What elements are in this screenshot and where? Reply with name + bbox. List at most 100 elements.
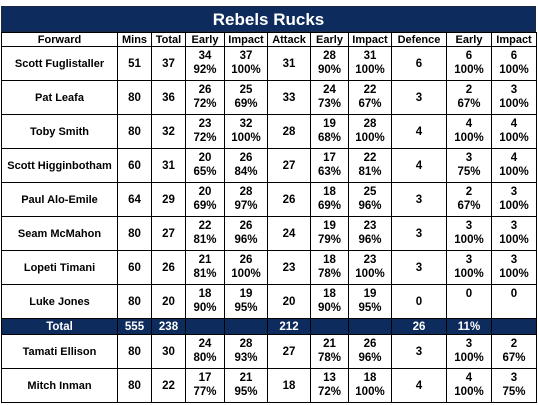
defence-early-cell-count: 6 — [465, 50, 473, 62]
total-defence: 26 — [391, 318, 447, 335]
early-cell-count: 26 — [198, 84, 212, 96]
defence-impact-cell: 3 100% — [491, 182, 537, 217]
attack-early-cell-count: 21 — [323, 338, 336, 350]
early-cell: 21 81% — [185, 250, 225, 285]
player-name: Scott Fuglistaller — [1, 46, 118, 81]
table-row: Tamati Ellison 80 30 24 80% 28 93% 27 21 78% 26 96%… — [1, 334, 537, 369]
attack-impact-cell-percent: 81% — [358, 166, 382, 178]
mins-cell: 51 — [117, 46, 152, 81]
attack-early-cell-count: 18 — [323, 288, 336, 300]
attack-impact-cell-count: 22 — [363, 84, 377, 96]
defence-early-cell-percent: 67% — [457, 98, 481, 110]
attack-early-cell: 13 72% — [310, 368, 349, 403]
defence-impact-cell-count: 0 — [510, 288, 518, 300]
impact-cell-percent: 100% — [231, 64, 261, 76]
total-cell: 36 — [151, 80, 186, 115]
defence-cell: 3 — [391, 216, 447, 251]
defence-impact-cell-count: 4 — [510, 118, 518, 130]
defence-early-cell-percent: 100% — [454, 268, 484, 280]
early-cell-percent: 80% — [193, 352, 217, 364]
attack-impact-cell: 22 81% — [348, 148, 392, 183]
impact-cell-count: 19 — [239, 288, 253, 300]
player-name: Toby Smith — [1, 114, 118, 149]
mins-cell: 80 — [117, 334, 152, 369]
col-header: Defence — [391, 32, 447, 47]
total-early — [185, 318, 225, 335]
attack-impact-cell-percent: 96% — [358, 352, 382, 364]
impact-cell-percent: 69% — [234, 98, 258, 110]
attack-cell: 28 — [267, 114, 311, 149]
defence-early-cell-count: 3 — [465, 220, 473, 232]
early-cell: 20 65% — [185, 148, 225, 183]
defence-early-cell-count: 3 — [465, 152, 473, 164]
early-cell-percent: 81% — [193, 234, 217, 246]
player-name: Tamati Ellison — [1, 334, 118, 369]
defence-early-cell-count: 4 — [465, 372, 473, 384]
attack-impact-cell-count: 18 — [363, 372, 377, 384]
impact-cell-percent: 95% — [234, 302, 258, 314]
attack-impact-cell-count: 23 — [363, 254, 377, 266]
col-header: Impact — [224, 32, 268, 47]
mins-cell: 80 — [117, 114, 152, 149]
attack-impact-cell: 18 100% — [348, 368, 392, 403]
total-total: 238 — [151, 318, 186, 335]
defence-impact-cell: 0 — [491, 284, 537, 319]
attack-impact-cell-count: 23 — [363, 220, 377, 232]
impact-cell-count: 26 — [239, 254, 253, 266]
col-header: Forward — [1, 32, 118, 47]
impact-cell-count: 25 — [239, 84, 253, 96]
total-cell: 20 — [151, 284, 186, 319]
attack-early-cell-percent: 69% — [317, 200, 342, 212]
defence-early-cell-percent: 67% — [457, 200, 481, 212]
impact-cell-percent: 100% — [231, 268, 261, 280]
early-cell: 24 80% — [185, 334, 225, 369]
defence-impact-cell-percent: 67% — [502, 352, 526, 364]
defence-early-cell-count: 4 — [465, 118, 473, 130]
early-cell: 23 72% — [185, 114, 225, 149]
total-defence-early: 11% — [446, 318, 492, 335]
total-attack: 212 — [267, 318, 311, 335]
total-cell: 31 — [151, 148, 186, 183]
early-cell-percent: 72% — [193, 132, 217, 144]
table-row: Mitch Inman 80 22 17 77% 21 95% 18 13 72% 18 100% 4 4… — [1, 368, 537, 403]
col-header: Attack — [267, 32, 311, 47]
defence-early-cell-count: 2 — [465, 186, 473, 198]
defence-cell: 3 — [391, 182, 447, 217]
total-row: Total 555 238 212 26 11% — [1, 318, 537, 335]
impact-cell-percent: 97% — [234, 200, 258, 212]
attack-early-cell-percent: 68% — [317, 132, 342, 144]
defence-early-cell-count: 0 — [465, 288, 473, 300]
impact-cell: 25 69% — [224, 80, 268, 115]
early-cell-count: 24 — [198, 338, 212, 350]
defence-early-cell: 2 67% — [446, 182, 492, 217]
impact-cell: 26 96% — [224, 216, 268, 251]
table-row: Luke Jones 80 20 18 90% 19 95% 20 18 90% 19 95% 0 0 0 — [1, 284, 537, 319]
early-cell-percent: 72% — [193, 98, 217, 110]
defence-impact-cell: 2 67% — [491, 334, 537, 369]
player-name: Paul Alo-Emile — [1, 182, 118, 217]
attack-early-cell-count: 24 — [323, 84, 336, 96]
attack-impact-cell-percent: 96% — [358, 234, 382, 246]
impact-cell-count: 21 — [239, 372, 253, 384]
defence-early-cell-percent: 75% — [457, 166, 481, 178]
impact-cell-count: 28 — [239, 338, 253, 350]
early-cell: 18 90% — [185, 284, 225, 319]
impact-cell-count: 28 — [239, 186, 253, 198]
early-cell: 20 69% — [185, 182, 225, 217]
defence-impact-cell-percent: 100% — [499, 166, 529, 178]
total-impact — [224, 318, 268, 335]
table-row: Paul Alo-Emile 64 29 20 69% 28 97% 26 18 69% 25 96%… — [1, 182, 537, 217]
early-cell-count: 23 — [198, 118, 212, 130]
col-header: Total — [151, 32, 186, 47]
defence-impact-cell-percent: 100% — [499, 234, 529, 246]
defence-cell: 4 — [391, 148, 447, 183]
early-cell-count: 17 — [198, 372, 212, 384]
total-defence-impact — [491, 318, 537, 335]
early-cell-count: 20 — [198, 186, 212, 198]
defence-impact-cell: 6 100% — [491, 46, 537, 81]
total-cell: 32 — [151, 114, 186, 149]
attack-cell: 20 — [267, 284, 311, 319]
defence-impact-cell: 4 100% — [491, 114, 537, 149]
attack-early-cell-count: 19 — [323, 220, 336, 232]
col-header: Impact — [491, 32, 537, 47]
